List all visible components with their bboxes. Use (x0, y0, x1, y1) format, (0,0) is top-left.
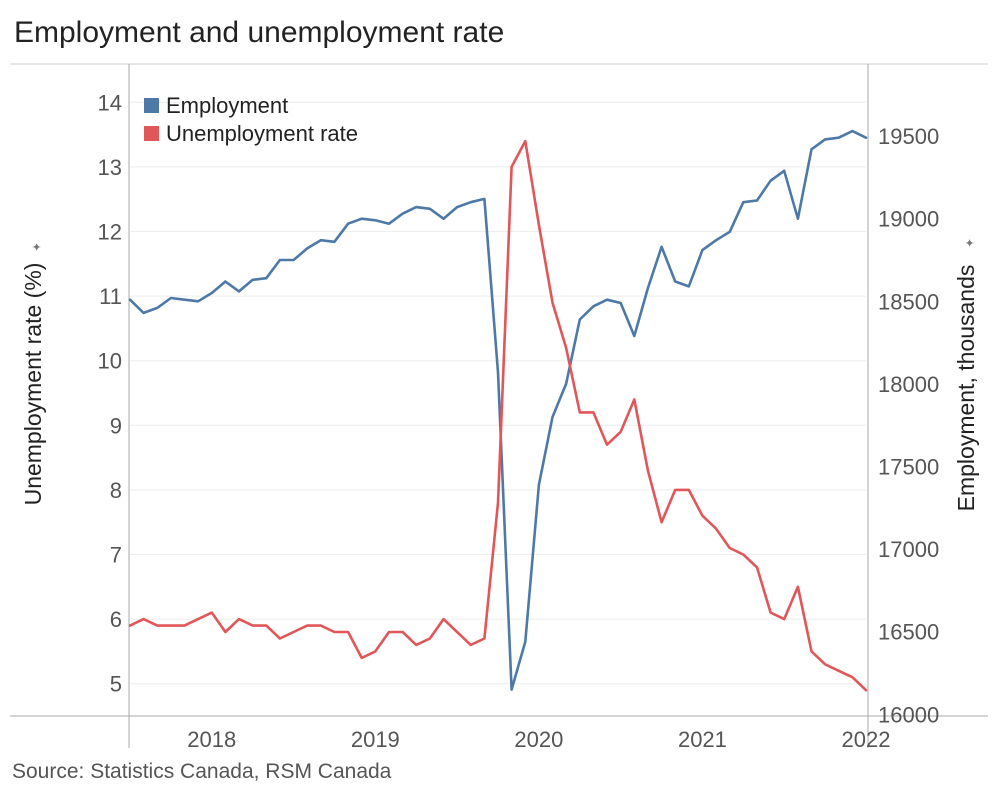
series-lines (128, 129, 868, 692)
x-axis-tick-label: 2022 (842, 727, 891, 752)
left-axis-tick-label: 5 (110, 672, 122, 697)
left-axis-tick-label: 11 (99, 284, 122, 309)
left-axis-tick-label: 8 (110, 478, 122, 503)
right-axis-tick-label: 19500 (878, 124, 939, 149)
right-axis-tick-label: 17500 (878, 455, 939, 480)
unemployment-rate-line (128, 139, 868, 692)
right-axis-tick-label: 18000 (878, 372, 939, 397)
left-axis-ticks: 5 6 7 8 9 10 11 12 13 14 (98, 90, 122, 696)
gridlines (130, 101, 866, 685)
source-note: Source: Statistics Canada, RSM Canada (12, 760, 392, 783)
right-axis-tick-label: 16500 (878, 620, 939, 645)
employment-line (128, 129, 868, 691)
left-axis-tick-label: 7 (110, 543, 122, 568)
chart-title: Employment and unemployment rate (14, 16, 505, 49)
x-axis-tick-label: 2019 (351, 727, 400, 752)
legend: Employment Unemployment rate (144, 93, 358, 146)
right-axis-pin-icon: ✦ (963, 238, 977, 248)
left-axis-tick-label: 10 (98, 349, 122, 374)
left-axis-title: Unemployment rate (%) (20, 263, 46, 506)
right-axis-tick-label: 19000 (878, 207, 939, 232)
x-axis-tick-label: 2021 (678, 727, 727, 752)
left-axis-tick-label: 9 (110, 413, 122, 438)
legend-swatch-unemployment (144, 126, 159, 141)
right-axis-tick-label: 18500 (878, 289, 939, 314)
x-axis-tick-label: 2018 (187, 727, 236, 752)
right-axis-ticks: 16000 16500 17000 17500 18000 18500 19000 19500 (878, 124, 939, 727)
right-axis-tick-label: 17000 (878, 537, 939, 562)
right-axis-tick-label: 16000 (878, 702, 939, 727)
left-axis-tick-label: 6 (110, 607, 122, 632)
legend-swatch-employment (144, 98, 159, 113)
left-axis-tick-label: 12 (98, 220, 122, 245)
left-axis-tick-label: 14 (98, 90, 122, 115)
right-axis-title: Employment, thousands (953, 265, 979, 512)
left-axis-pin-icon: ✦ (30, 242, 44, 252)
left-axis-tick-label: 13 (98, 155, 122, 180)
legend-label-employment: Employment (166, 93, 288, 118)
x-axis-tick-label: 2020 (514, 727, 563, 752)
legend-label-unemployment: Unemployment rate (166, 121, 358, 146)
x-axis-ticks: 2018 2019 2020 2021 2022 (187, 727, 890, 752)
